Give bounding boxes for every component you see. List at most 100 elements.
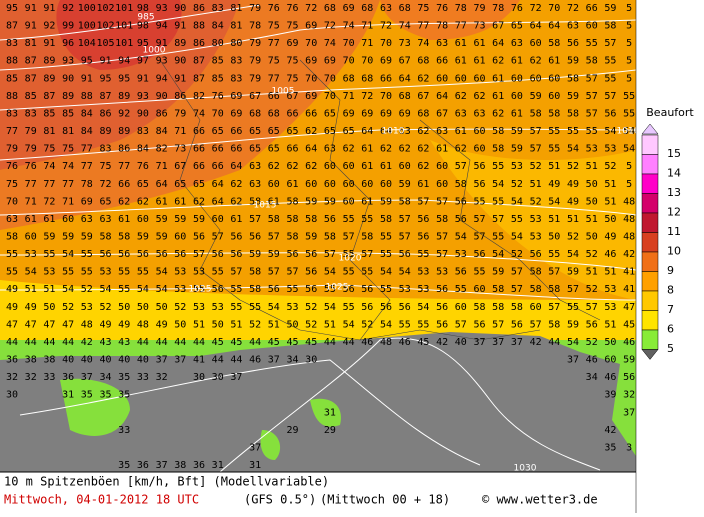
grid-value: 56 [455, 196, 467, 207]
grid-value: 69 [343, 108, 355, 119]
grid-value: 94 [156, 21, 168, 32]
grid-value: 30 [193, 372, 205, 383]
grid-value: 84 [156, 126, 168, 137]
grid-value: 5 [626, 21, 632, 32]
grid-value: 52 [511, 249, 523, 260]
grid-value: 54 [156, 267, 168, 278]
grid-value: 60 [343, 196, 355, 207]
grid-value: 56 [586, 319, 598, 330]
grid-value: 78 [492, 3, 504, 14]
grid-value: 58 [567, 108, 579, 119]
grid-value: 65 [268, 126, 280, 137]
grid-value: 68 [324, 3, 336, 14]
isobar-label: 985 [137, 13, 154, 23]
grid-value: 70 [6, 196, 18, 207]
grid-value: 89 [62, 91, 74, 102]
grid-value: 83 [99, 144, 111, 155]
grid-value: 63 [324, 144, 336, 155]
grid-value: 53 [286, 302, 298, 313]
grid-value: 56 [623, 372, 635, 383]
grid-value: 60 [548, 91, 560, 102]
grid-value: 77 [81, 144, 93, 155]
grid-value: 58 [492, 302, 504, 313]
grid-value: 55 [212, 267, 224, 278]
grid-value: 63 [399, 126, 411, 137]
grid-value: 71 [361, 21, 373, 32]
grid-value: 61 [511, 56, 523, 67]
grid-value: 51 [604, 196, 616, 207]
grid-value: 77 [43, 179, 55, 190]
grid-value: 55 [361, 267, 373, 278]
grid-value: 85 [212, 56, 224, 67]
grid-value: 37 [567, 355, 579, 366]
footer-title: 10 m Spitzenböen [km/h, Bft] (Modellvari… [4, 475, 329, 489]
grid-value: 61 [492, 91, 504, 102]
grid-value: 55 [567, 126, 579, 137]
grid-value: 63 [99, 214, 111, 225]
legend-label: 5 [667, 342, 674, 355]
wind-field [0, 0, 636, 472]
grid-value: 56 [212, 284, 224, 295]
grid-value: 69 [305, 56, 317, 67]
grid-value: 35 [81, 390, 93, 401]
grid-value: 89 [43, 56, 55, 67]
grid-value: 54 [137, 284, 149, 295]
grid-value: 71 [343, 91, 355, 102]
field-yellow [0, 280, 636, 340]
grid-value: 55 [511, 214, 523, 225]
grid-value: 51 [586, 214, 598, 225]
grid-value: 30 [6, 390, 18, 401]
grid-value: 41 [623, 284, 635, 295]
grid-value: 59 [156, 232, 168, 243]
grid-value: 37 [81, 372, 93, 383]
grid-value: 59 [305, 196, 317, 207]
grid-value: 55 [6, 249, 18, 260]
grid-value: 77 [268, 73, 280, 84]
isobar [0, 252, 637, 271]
grid-value: 57 [530, 319, 542, 330]
grid-value: 87 [25, 73, 37, 84]
grid-value: 69 [380, 108, 392, 119]
footer-date: Mittwoch, 04-01-2012 18 UTC [4, 493, 199, 507]
grid-value: 59 [305, 232, 317, 243]
grid-value: 53 [81, 302, 93, 313]
grid-value: 32 [156, 372, 168, 383]
isobar-label: 1010 [617, 127, 640, 137]
grid-value: 64 [548, 21, 560, 32]
grid-value: 84 [81, 108, 93, 119]
grid-value: 64 [492, 38, 504, 49]
grid-value: 56 [193, 232, 205, 243]
grid-value: 69 [81, 196, 93, 207]
isobar [19, 359, 481, 466]
legend-label: 15 [667, 147, 681, 160]
grid-value: 77 [417, 21, 429, 32]
grid-value: 57 [567, 284, 579, 295]
grid-value: 54 [492, 249, 504, 260]
grid-value: 69 [380, 56, 392, 67]
grid-value: 35 [118, 372, 130, 383]
grid-value: 98 [137, 21, 149, 32]
grid-value: 101 [115, 3, 133, 14]
grid-value: 55 [230, 284, 242, 295]
grid-value: 55 [380, 232, 392, 243]
isobar [0, 284, 637, 301]
grid-value: 52 [604, 161, 616, 172]
grid-value: 76 [212, 91, 224, 102]
grid-value: 37 [156, 355, 168, 366]
grid-value: 44 [62, 337, 74, 348]
grid-value: 61 [25, 214, 37, 225]
grid-value: 57 [492, 214, 504, 225]
grid-value: 53 [174, 267, 186, 278]
grid-value: 93 [156, 3, 168, 14]
grid-value: 47 [6, 319, 18, 330]
grid-value: 59 [81, 232, 93, 243]
grid-value: 44 [137, 337, 149, 348]
grid-value: 63 [511, 38, 523, 49]
grid-value: 59 [399, 179, 411, 190]
grid-value: 70 [380, 38, 392, 49]
grid-value: 60 [305, 179, 317, 190]
grid-value: 56 [99, 249, 111, 260]
grid-value: 62 [286, 161, 298, 172]
grid-value: 77 [25, 179, 37, 190]
